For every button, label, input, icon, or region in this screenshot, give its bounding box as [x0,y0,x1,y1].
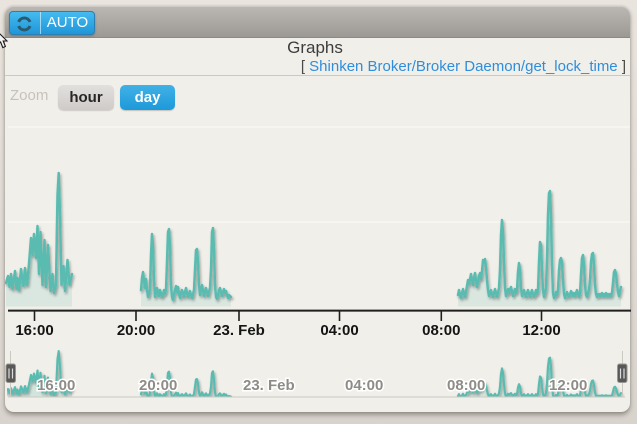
svg-text:08:00: 08:00 [447,377,485,394]
svg-text:12:00: 12:00 [522,322,560,339]
svg-text:04:00: 04:00 [320,322,358,339]
svg-text:12:00: 12:00 [549,377,587,394]
svg-text:23. Feb: 23. Feb [243,377,295,394]
svg-text:04:00: 04:00 [345,377,383,394]
svg-text:16:00: 16:00 [37,377,75,394]
svg-text:20:00: 20:00 [117,322,155,339]
svg-text:23. Feb: 23. Feb [213,322,265,339]
svg-text:08:00: 08:00 [422,322,460,339]
svg-text:20:00: 20:00 [139,377,177,394]
svg-text:16:00: 16:00 [15,322,53,339]
